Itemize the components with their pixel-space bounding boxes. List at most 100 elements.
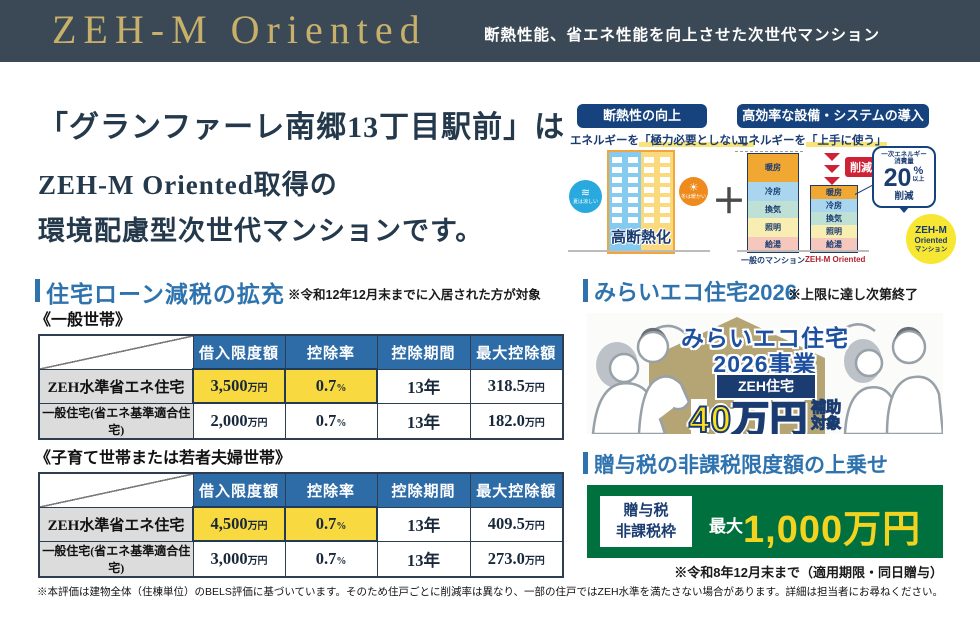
insulation-subtitle: エネルギーを「極力必要としない」 — [570, 132, 754, 148]
cell-loan-limit: 3,500万円 — [192, 368, 286, 404]
down-arrow-icon — [824, 177, 840, 185]
max-label: 最大 — [709, 517, 743, 536]
insulation-subtitle-prefix: エネルギーを — [570, 135, 639, 147]
table-row: ZEH水準省エネ住宅 3,500万円 0.7% 13年 318.5万円 — [38, 368, 564, 404]
window — [644, 177, 654, 183]
subsidy-badge-top: 補助 — [811, 398, 842, 416]
window — [644, 157, 654, 163]
wave-icon: ≋ — [580, 187, 591, 199]
row-label: ZEH水準省エネ住宅 — [38, 506, 194, 542]
cell-deduction-rate: 0.7% — [284, 540, 378, 577]
bar-label-general: 一般のマンション — [741, 256, 805, 265]
efficiency-subtitle-marked: 「上手に使う」 — [806, 135, 887, 147]
intro-line2: ZEH-M Oriented取得の — [38, 170, 338, 200]
cell-loan-limit: 4,500万円 — [192, 506, 286, 542]
efficiency-subtitle: エネルギーを「上手に使う」 — [737, 132, 887, 148]
zehm-badge-line3: マンション — [914, 245, 948, 253]
energy-bar-general: 暖房 冷房 換気 照明 給湯 — [747, 153, 799, 253]
bar-segment: 給湯 — [748, 237, 798, 252]
gift-section-title: 贈与税の非課税限度額の上乗せ — [594, 454, 888, 477]
section-accent-bar — [35, 279, 40, 302]
window — [628, 167, 638, 173]
window — [660, 157, 670, 163]
intro-line3: 環境配慮型次世代マンションです。 — [38, 216, 484, 246]
zehm-badge-line1: ZEH-M — [915, 224, 947, 236]
cell-deduction-period: 13年 — [376, 402, 471, 439]
window — [644, 167, 654, 173]
cell-max-deduction: 182.0万円 — [469, 402, 564, 439]
subsidy-badge-bottom: 対象 — [811, 415, 842, 432]
window — [660, 167, 670, 173]
window — [612, 167, 622, 173]
loan-section-title: 住宅ローン減税の拡充 — [46, 281, 285, 307]
window — [644, 207, 654, 213]
down-arrow-icon — [824, 165, 840, 173]
gift-box-line1: 贈与税 — [623, 502, 669, 520]
window — [660, 197, 670, 203]
window — [660, 207, 670, 213]
subsidy-amount: 40万円 — [688, 398, 809, 434]
window — [660, 217, 670, 223]
zehm-badge-line2: Oriented — [914, 236, 948, 246]
callout-action: 削減 — [894, 191, 914, 203]
row-label: ZEH水準省エネ住宅 — [38, 368, 194, 404]
window — [644, 197, 654, 203]
gift-amount: 1,000万円 — [743, 509, 922, 551]
mirai-section-note: ※上限に達し次第終了 — [788, 287, 919, 302]
column-header: 控除期間 — [376, 334, 471, 370]
cell-deduction-rate: 0.7% — [284, 368, 378, 404]
cell-max-deduction: 409.5万円 — [469, 506, 564, 542]
reduction-badge: 削減 — [845, 157, 877, 177]
cell-loan-limit: 3,000万円 — [192, 540, 286, 577]
ground-line — [568, 250, 710, 252]
footnote: ※本評価は建物全体（住棟単位）のBELS評価に基づいています。そのため住戸ごとに… — [36, 586, 943, 598]
building-label: 高断熱化 — [610, 229, 671, 246]
ground-line — [737, 250, 869, 252]
table-row: ZEH水準省エネ住宅 4,500万円 0.7% 13年 409.5万円 — [38, 506, 564, 542]
column-header: 控除率 — [284, 472, 378, 508]
window — [644, 217, 654, 223]
row-label: 一般住宅(省エネ基準適合住宅) — [38, 402, 194, 439]
table-corner-cell — [38, 334, 194, 370]
header-bar — [0, 0, 980, 62]
bar-segment: 照明 — [748, 218, 798, 237]
window — [628, 217, 638, 223]
zeh-housing-tag: ZEH住宅 — [717, 375, 815, 398]
window — [628, 197, 638, 203]
column-header: 借入限度額 — [192, 472, 286, 508]
bar-segment: 冷房 — [748, 182, 798, 201]
window — [644, 187, 654, 193]
bar-segment: 換気 — [811, 212, 857, 225]
section-accent-bar — [583, 452, 588, 474]
people-illustration — [591, 324, 691, 434]
efficiency-title-pill: 高効率な設備・システムの導入 — [737, 104, 929, 128]
column-header: 控除期間 — [376, 472, 471, 508]
table-row: 一般住宅(省エネ基準適合住宅) 3,000万円 0.7% 13年 273.0万円 — [38, 540, 564, 577]
bar-label-zehm: ZEH-M Oriented — [805, 255, 866, 264]
cell-deduction-period: 13年 — [376, 540, 471, 577]
table-row: 一般住宅(省エネ基準適合住宅) 2,000万円 0.7% 13年 182.0万円 — [38, 402, 564, 439]
bar-segment: 暖房 — [748, 154, 798, 182]
zehm-badge-circle: ZEH-M Oriented マンション — [906, 214, 956, 264]
building-warm-half — [641, 152, 673, 252]
window — [660, 177, 670, 183]
warm-label: 冬は暖かい — [680, 194, 706, 200]
plus-sign: ＋ — [712, 183, 746, 221]
loan-table-general: 借入限度額 控除率 控除期間 最大控除額 ZEH水準省エネ住宅 3,500万円 … — [38, 334, 564, 440]
down-arrow-icon — [824, 153, 840, 161]
callout-unit: % — [913, 165, 924, 178]
page-title: ZEH-M Oriented — [52, 7, 427, 52]
intro-line1: 「グランファーレ南郷13丁目駅前」は — [38, 111, 566, 144]
window — [612, 207, 622, 213]
row-label: 一般住宅(省エネ基準適合住宅) — [38, 540, 194, 577]
banner-line2: 2026事業 — [713, 351, 817, 377]
gift-tax-box: 贈与税 非課税枠 — [600, 496, 692, 547]
cell-deduction-period: 13年 — [376, 368, 471, 404]
cell-max-deduction: 318.5万円 — [469, 368, 564, 404]
gift-box-line2: 非課税枠 — [615, 522, 676, 540]
callout-suffix: 以上 — [912, 177, 925, 184]
window — [612, 157, 622, 163]
header-subtitle: 断熱性能、省エネ性能を向上させた次世代マンション — [484, 27, 881, 44]
window — [612, 177, 622, 183]
